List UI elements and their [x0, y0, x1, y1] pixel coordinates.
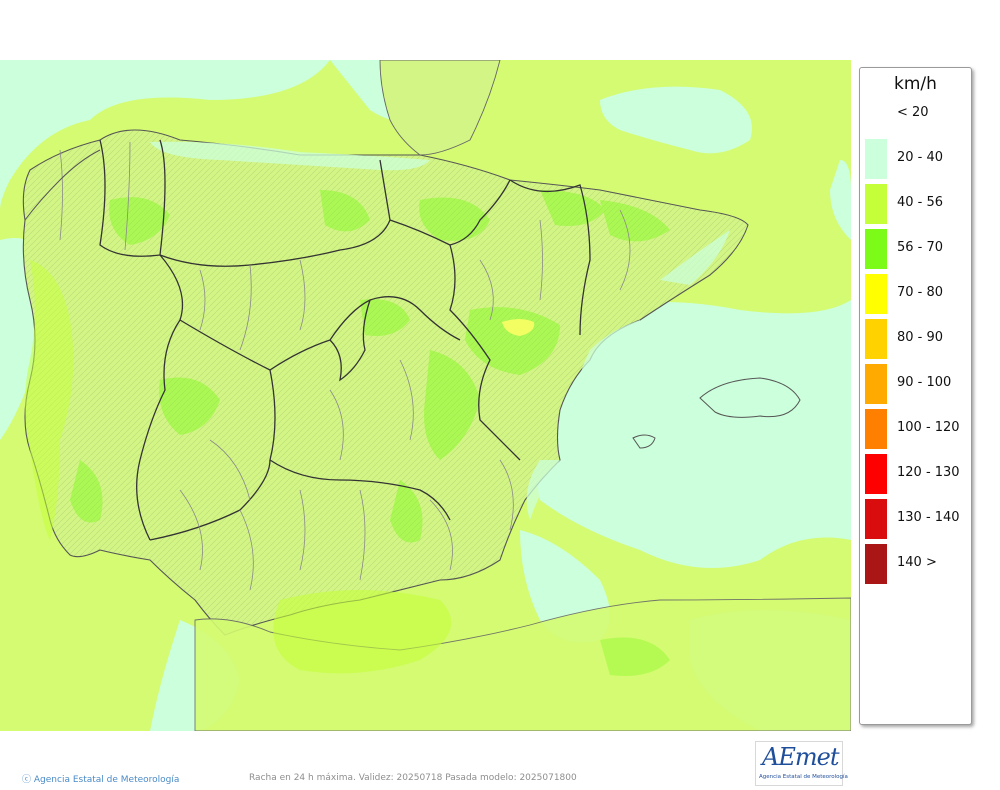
legend-row: 140 >	[860, 543, 971, 587]
map-canvas	[0, 59, 852, 732]
gust-zone-56-70	[70, 190, 670, 543]
legend-swatch	[865, 544, 887, 584]
legend-row: 80 - 90	[860, 318, 971, 362]
aemet-logo-word: AEmet	[762, 743, 839, 771]
gust-zone-portugal	[25, 260, 74, 540]
wind-gust-map[interactable]: ⓒ Agencia Estatal de Meteorología Racha …	[0, 59, 852, 786]
legend-row: 70 - 80	[860, 273, 971, 317]
legend-row: 130 - 140	[860, 498, 971, 542]
balearic-islands	[699, 377, 801, 418]
ibiza-island	[632, 434, 656, 449]
legend-label: 140 >	[897, 555, 937, 570]
gust-zone-alboran	[273, 590, 452, 674]
legend-label: 56 - 70	[897, 240, 944, 255]
legend-swatch	[865, 454, 887, 494]
regional-borders	[99, 139, 591, 541]
legend-label: 100 - 120	[897, 420, 960, 435]
provincial-borders	[59, 141, 631, 591]
gust-zone-africa-56-70	[600, 637, 670, 676]
legend-swatch	[865, 274, 887, 314]
relief-shading	[23, 130, 749, 635]
legend-swatch	[865, 229, 887, 269]
legend-row: 40 - 56	[860, 183, 971, 227]
legend-row: 90 - 100	[860, 363, 971, 407]
legend-swatch	[865, 499, 887, 539]
legend-row: < 20	[860, 93, 971, 137]
legend-swatch	[865, 94, 887, 134]
legend-swatch	[865, 319, 887, 359]
legend-label: < 20	[897, 105, 929, 120]
france-coast	[379, 59, 501, 156]
legend-swatch	[865, 139, 887, 179]
aemet-logo: AEmet Agencia Estatal de Meteorología	[755, 741, 848, 786]
legend-label: 130 - 140	[897, 510, 960, 525]
gust-zone-coastal-20-40	[150, 141, 730, 520]
legend-swatch	[865, 364, 887, 404]
legend-label: 40 - 56	[897, 195, 944, 210]
legend-row: 120 - 130	[860, 453, 971, 497]
credit-text: ⓒ Agencia Estatal de Meteorología	[22, 772, 179, 785]
north-africa	[194, 597, 852, 732]
legend-label: 90 - 100	[897, 375, 952, 390]
legend-unit: km/h	[894, 74, 937, 94]
credit-label: Agencia Estatal de Meteorología	[33, 775, 180, 785]
gust-legend: km/h < 20 20 - 40 40 - 56 56 - 70 70 - 80 80 …	[859, 67, 972, 725]
gust-zone-70-80	[502, 319, 535, 336]
legend-swatch	[865, 409, 887, 449]
galicia-coast	[24, 149, 101, 221]
copyright-icon: ⓒ	[22, 775, 32, 785]
legend-row: 100 - 120	[860, 408, 971, 452]
legend-label: 70 - 80	[897, 285, 944, 300]
aemet-logo-subtext: Agencia Estatal de Meteorología	[759, 774, 848, 780]
legend-swatch	[865, 184, 887, 224]
legend-row: 56 - 70	[860, 228, 971, 272]
legend-label: 20 - 40	[897, 150, 944, 165]
legend-label: 80 - 90	[897, 330, 944, 345]
legend-label: 120 - 130	[897, 465, 960, 480]
map-caption: Racha en 24 h máxima. Validez: 20250718 …	[249, 773, 577, 783]
legend-row: 20 - 40	[860, 138, 971, 182]
